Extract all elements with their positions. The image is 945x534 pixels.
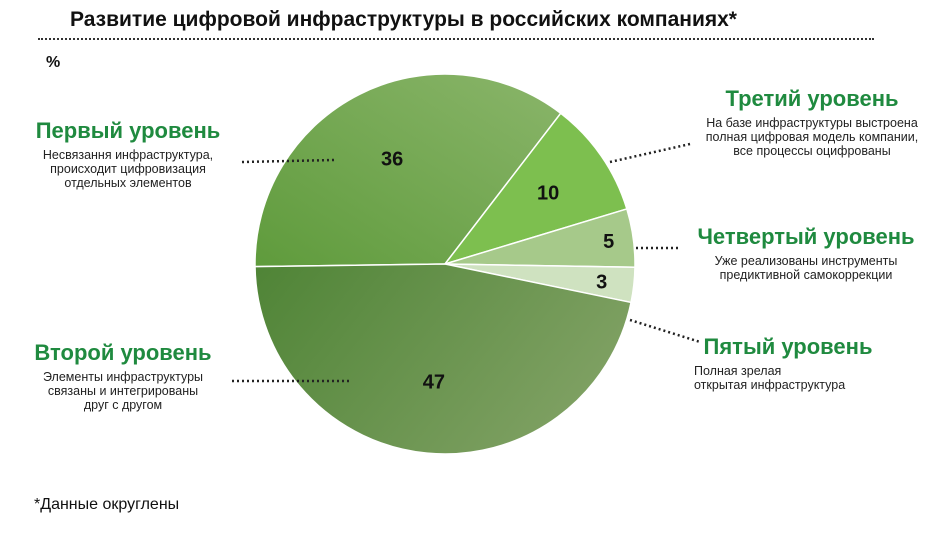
level-5-annotation: Пятый уровень Полная зрелая открытая инф…	[688, 334, 888, 392]
pie-value-label: 5	[603, 231, 614, 253]
level-4-desc-line: Уже реализованы инструменты	[714, 254, 898, 268]
level-3-description: На базе инфраструктуры выстроена полная …	[688, 116, 936, 158]
pie-value-label: 36	[381, 149, 403, 171]
level-2-desc-line: Элементы инфраструктуры	[42, 370, 204, 384]
level-4-desc-line: предиктивной самокоррекции	[719, 268, 893, 282]
pie-slice-5	[254, 263, 632, 455]
level-1-name: Первый уровень	[35, 118, 221, 143]
level-2-name: Второй уровень	[34, 340, 212, 365]
level-3-desc-line: полная цифровая модель компании,	[705, 130, 919, 144]
leader-line-1	[241, 158, 335, 164]
level-1-annotation: Первый уровень Несвязання инфраструктура…	[22, 118, 234, 190]
pie-value-label: 47	[423, 371, 445, 393]
level-1-description: Несвязання инфраструктура, происходит ци…	[22, 148, 234, 190]
chart-title: Развитие цифровой инфраструктуры в росси…	[70, 8, 737, 31]
level-3-annotation: Третий уровень На базе инфраструктуры вы…	[688, 86, 936, 158]
level-2-annotation: Второй уровень Элементы инфраструктуры с…	[22, 340, 224, 412]
level-1-desc-line: происходит цифровизация	[50, 162, 206, 176]
level-4-name: Четвертый уровень	[697, 224, 915, 249]
level-4-description: Уже реализованы инструменты предиктивной…	[682, 254, 930, 282]
level-3-name: Третий уровень	[725, 86, 899, 111]
pie-value-label: 3	[596, 271, 607, 293]
unit-label: %	[46, 54, 61, 71]
pie-slice-2	[442, 112, 628, 266]
level-5-desc-line: открытая инфраструктура	[694, 378, 846, 392]
level-5-name: Пятый уровень	[703, 334, 873, 359]
level-3-desc-line: все процессы оцифрованы	[733, 144, 891, 158]
level-5-description: Полная зрелая открытая инфраструктура	[694, 364, 888, 392]
level-2-description: Элементы инфраструктуры связаны и интегр…	[22, 370, 224, 412]
footnote: *Данные округлены	[34, 496, 180, 513]
pie-value-label: 10	[537, 183, 559, 205]
level-3-desc-line: На базе инфраструктуры выстроена	[706, 116, 918, 130]
level-4-annotation: Четвертый уровень Уже реализованы инстру…	[682, 224, 930, 282]
title-divider	[38, 38, 874, 40]
level-5-desc-line: Полная зрелая	[694, 364, 782, 378]
pie-slice-1	[254, 73, 562, 268]
leader-line-3	[609, 142, 691, 164]
level-1-desc-line: отдельных элементов	[64, 176, 192, 190]
level-2-desc-line: друг с другом	[83, 398, 163, 412]
level-2-desc-line: связаны и интегрированы	[47, 384, 199, 398]
leader-line-5	[629, 318, 701, 344]
level-1-desc-line: Несвязання инфраструктура,	[42, 148, 214, 162]
